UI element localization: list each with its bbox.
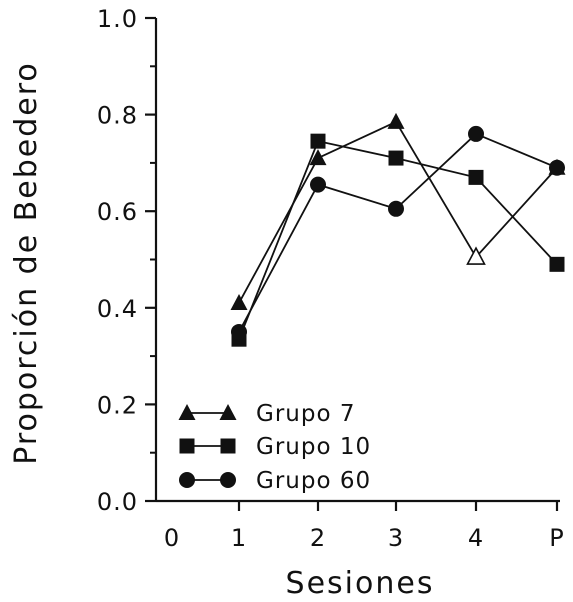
- data-point-square: [388, 150, 404, 166]
- data-point-triangle: [387, 112, 405, 129]
- data-point-triangle: [466, 246, 486, 265]
- x-tick-label: P: [549, 524, 564, 552]
- y-tick-label: 0.8: [97, 102, 138, 130]
- x-tick-label: 0: [164, 524, 180, 552]
- legend-label: Grupo 60: [256, 468, 371, 494]
- x-tick-label: 1: [231, 524, 247, 552]
- legend-marker-square: [220, 438, 236, 454]
- y-tick-label: 0.6: [97, 198, 138, 226]
- y-tick-label: 0.2: [97, 391, 138, 419]
- legend-marker-square: [179, 438, 195, 454]
- x-tick-label: 4: [468, 524, 484, 552]
- data-point-circle: [388, 200, 404, 217]
- x-tick-label: 2: [310, 524, 326, 552]
- data-point-circle: [310, 176, 326, 193]
- y-tick-label: 1.0: [97, 5, 138, 33]
- legend: Grupo 7 Grupo 10 Grupo 60: [178, 401, 371, 494]
- ticks: 0.0 0.2 0.4 0.6 0.8 1.0 0 1 2 3 4 P: [97, 5, 564, 552]
- data-point-circle: [468, 125, 484, 142]
- data-point-circle: [549, 159, 565, 176]
- legend-label: Grupo 7: [256, 401, 355, 427]
- x-tick-label: 3: [388, 524, 404, 552]
- legend-label: Grupo 10: [256, 434, 371, 460]
- data-point-circle: [231, 323, 247, 340]
- series-line-square: [238, 140, 558, 340]
- x-axis-label: Sesiones: [286, 566, 435, 601]
- legend-marker-circle: [179, 472, 195, 488]
- data-point-square: [549, 256, 565, 272]
- axes: [154, 18, 560, 503]
- data-point-triangle: [230, 293, 248, 310]
- y-tick-label: 0.4: [97, 295, 138, 323]
- data-point-triangle: [309, 149, 327, 166]
- legend-marker-triangle: [178, 404, 196, 420]
- y-tick-label: 0.0: [97, 488, 138, 516]
- legend-marker-circle: [220, 472, 236, 488]
- data-point-square: [468, 169, 484, 185]
- data-point-square: [310, 133, 326, 149]
- legend-marker-triangle: [219, 404, 237, 420]
- y-axis-label: Proporción de Bebedero: [9, 61, 44, 465]
- series-markers: [230, 112, 566, 347]
